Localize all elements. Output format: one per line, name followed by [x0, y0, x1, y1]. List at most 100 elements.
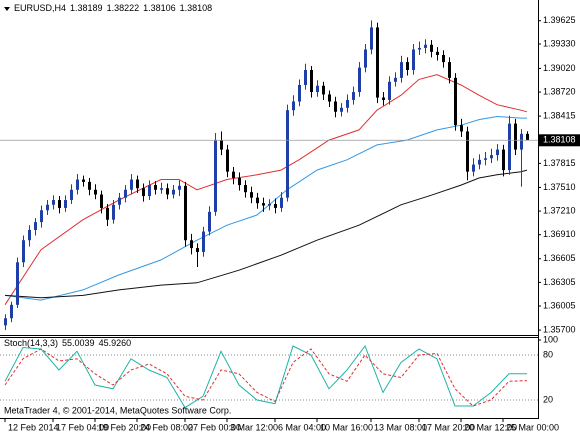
y-tick-label: 1.37510	[543, 182, 576, 192]
candle-body	[153, 185, 157, 190]
candle-body	[520, 133, 524, 150]
candle-body	[292, 101, 296, 111]
candle-body	[370, 27, 374, 50]
candle-body	[15, 262, 19, 305]
moving-average	[4, 169, 528, 299]
y-tick-label: 20	[543, 394, 553, 404]
candle-body	[255, 197, 259, 204]
candle-body	[33, 222, 37, 230]
x-tick-label: 3 Mar 12:00	[230, 422, 278, 432]
x-tick-label: 17 Feb 04:00	[56, 422, 109, 432]
candle-body	[364, 49, 368, 68]
candle-body	[201, 231, 205, 253]
ohlc-value: 1.38189	[70, 3, 103, 13]
moving-average	[4, 74, 528, 306]
candle-body	[412, 49, 416, 70]
x-tick-label: 20 Mar 12:00	[464, 422, 517, 432]
indicator-header: Stoch(14,3,3) 55.0039 45.9260	[4, 338, 131, 348]
stochastic-line	[4, 344, 528, 409]
candle-body	[472, 164, 476, 172]
candle-body	[231, 171, 235, 178]
x-tick-label: 24 Feb 08:00	[140, 422, 193, 432]
candle-body	[484, 158, 488, 160]
candle-body	[496, 149, 500, 156]
candle-body	[87, 181, 91, 190]
candle-body	[466, 131, 470, 172]
candle-body	[424, 44, 428, 48]
candle-body	[147, 185, 151, 197]
candle-body	[328, 94, 332, 102]
candle-body	[376, 27, 380, 98]
y-tick-label: 1.37210	[543, 205, 576, 215]
candle-body	[478, 159, 482, 165]
candle-body	[526, 133, 530, 141]
candle-body	[63, 200, 67, 208]
candle-body	[141, 188, 145, 197]
ohlc-value: 1.38108	[180, 3, 213, 13]
x-tick-label: 13 Mar 08:00	[374, 422, 427, 432]
candle-body	[99, 194, 103, 208]
candle-body	[27, 229, 31, 241]
indicator-value: 45.9260	[99, 338, 132, 348]
chart-header: EURUSD,H4 1.38189 1.38222 1.38106 1.38108	[14, 3, 212, 13]
candle-body	[310, 69, 314, 93]
current-price-label: 1.38108	[543, 135, 576, 145]
y-tick-label: 1.39020	[543, 63, 576, 73]
symbol-menu-arrow[interactable]	[4, 7, 10, 11]
candle-body	[334, 101, 338, 112]
candle-body	[442, 55, 446, 63]
candle-body	[159, 188, 163, 190]
current-price-box	[539, 134, 580, 147]
candle-body	[3, 318, 7, 326]
candle-body	[177, 185, 181, 190]
candle-body	[514, 123, 518, 150]
candle-body	[298, 84, 302, 102]
candle-body	[418, 47, 422, 50]
candle-body	[406, 62, 410, 70]
candle-body	[304, 69, 308, 85]
candle-body	[21, 240, 25, 263]
x-tick-label: 10 Mar 16:00	[320, 422, 373, 432]
x-tick-label: 19 Feb 20:00	[98, 422, 151, 432]
stochastic-line	[4, 348, 528, 407]
y-tick-label: 1.36305	[543, 277, 576, 287]
candle-body	[346, 99, 350, 108]
y-tick-label: 1.37815	[543, 158, 576, 168]
footer: MetaTrader 4, © 2001-2014, MetaQuotes So…	[4, 405, 231, 415]
candle-body	[189, 240, 193, 249]
candle-body	[448, 62, 452, 78]
candle-body	[195, 248, 199, 253]
y-tick-label: 1.39625	[543, 15, 576, 25]
x-tick-label: 17 Mar 20:00	[422, 422, 475, 432]
candle-body	[502, 149, 506, 171]
candle-body	[129, 179, 133, 190]
y-tick-label: 1.36005	[543, 300, 576, 310]
candle-body	[460, 125, 464, 132]
candle-body	[183, 185, 187, 241]
ohlc-value: 1.38222	[107, 3, 140, 13]
candle-body	[316, 85, 320, 93]
candle-body	[69, 189, 73, 201]
moving-average	[4, 115, 527, 301]
candle-body	[51, 200, 55, 205]
candle-body	[93, 189, 97, 195]
candle-body	[286, 110, 289, 198]
symbol: EURUSD,H4	[14, 3, 66, 13]
candle-body	[237, 177, 241, 186]
candle-body	[400, 62, 404, 78]
candle-body	[219, 140, 223, 150]
candle-body	[262, 203, 265, 206]
candle-body	[249, 192, 253, 198]
candle-body	[123, 189, 127, 198]
ohlc-value: 1.38106	[143, 3, 176, 13]
y-tick-label: 100	[543, 334, 558, 344]
candle-body	[135, 179, 139, 189]
candle-body	[436, 51, 440, 56]
candle-body	[57, 200, 61, 208]
candle-body	[274, 203, 277, 208]
x-tick-label: 12 Feb 2014	[8, 422, 59, 432]
candle-body	[207, 211, 211, 232]
